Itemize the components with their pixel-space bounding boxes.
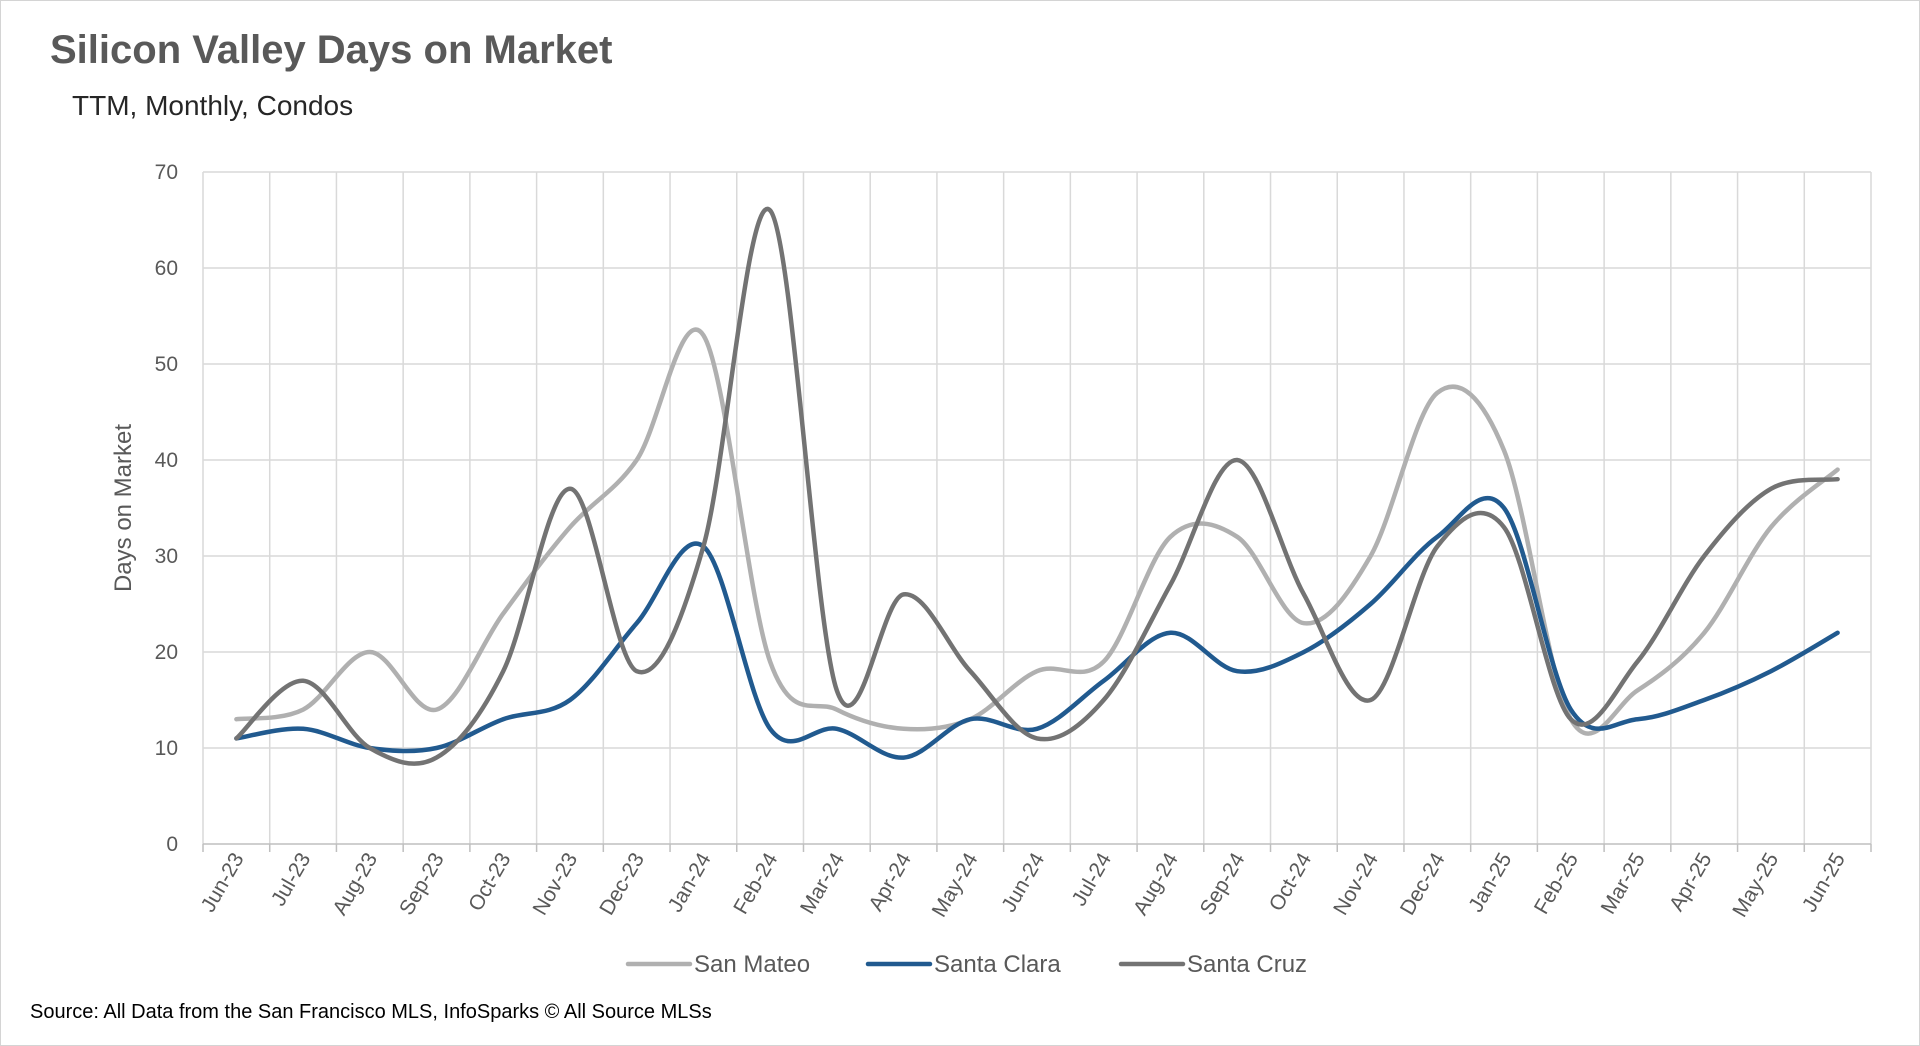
x-tick-label: Oct-24	[1265, 849, 1317, 915]
x-tick-label: Jan-25	[1464, 849, 1516, 916]
series-line-santa-clara	[234, 495, 1840, 760]
y-tick-label: 10	[155, 737, 178, 760]
x-tick-label: May-24	[928, 849, 983, 921]
x-tick-label: Aug-24	[1129, 849, 1183, 919]
x-tick-label: May-25	[1728, 849, 1783, 921]
x-tick-label: Jan-24	[664, 849, 716, 916]
legend-label-san-mateo: San Mateo	[694, 951, 810, 978]
y-tick-label: 30	[155, 545, 178, 568]
series-line-santa-cruz	[234, 206, 1840, 766]
x-tick-label: Apr-25	[1665, 849, 1716, 915]
x-tick-label: Jun-23	[197, 849, 249, 916]
x-tick-label: Jun-24	[997, 849, 1049, 916]
x-tick-label: Mar-25	[1597, 849, 1650, 918]
x-tick-label: Feb-24	[729, 849, 782, 918]
x-tick-label: Oct-23	[464, 849, 515, 915]
x-tick-label: Nov-23	[529, 849, 583, 919]
y-tick-label: 60	[155, 257, 178, 280]
series-line-san-mateo	[234, 327, 1840, 736]
chart-subtitle: TTM, Monthly, Condos	[72, 90, 354, 121]
legend-label-santa-clara: Santa Clara	[934, 951, 1061, 978]
x-tick-label: Dec-23	[595, 849, 649, 919]
source-note: Source: All Data from the San Francisco …	[30, 1001, 712, 1023]
x-tick-label: Sep-23	[395, 849, 449, 919]
series-layer	[234, 206, 1840, 766]
y-tick-label: 40	[155, 449, 178, 472]
x-tick-label: Jul-24	[1068, 849, 1117, 910]
legend-label-santa-cruz: Santa Cruz	[1187, 951, 1307, 978]
x-tick-label: Feb-25	[1530, 849, 1583, 918]
x-tick-label: Apr-24	[864, 849, 916, 915]
gridlines	[202, 171, 1872, 844]
y-axis-title: Days on Market	[110, 424, 137, 592]
y-tick-label: 70	[155, 161, 178, 184]
y-tick-label: 20	[155, 641, 178, 664]
y-tick-label: 0	[166, 833, 178, 856]
x-tick-label: Sep-24	[1196, 849, 1250, 919]
x-tick-label: Jun-25	[1798, 849, 1850, 916]
x-tick-label: Mar-24	[796, 849, 849, 918]
x-tick-label: Dec-24	[1396, 849, 1450, 919]
x-tick-label: Jul-23	[267, 849, 316, 910]
chart-title: Silicon Valley Days on Market	[50, 28, 613, 72]
x-tick-label: Nov-24	[1329, 849, 1383, 919]
legend: San Mateo Santa Clara Santa Cruz	[625, 951, 1307, 978]
y-tick-label: 50	[155, 353, 178, 376]
axes: 0 10 20 30 40 50 60 70 Jun-23 Jul-23 Aug-23 Sep-23 O…	[110, 161, 1872, 921]
x-tick-label: Aug-23	[328, 849, 382, 919]
